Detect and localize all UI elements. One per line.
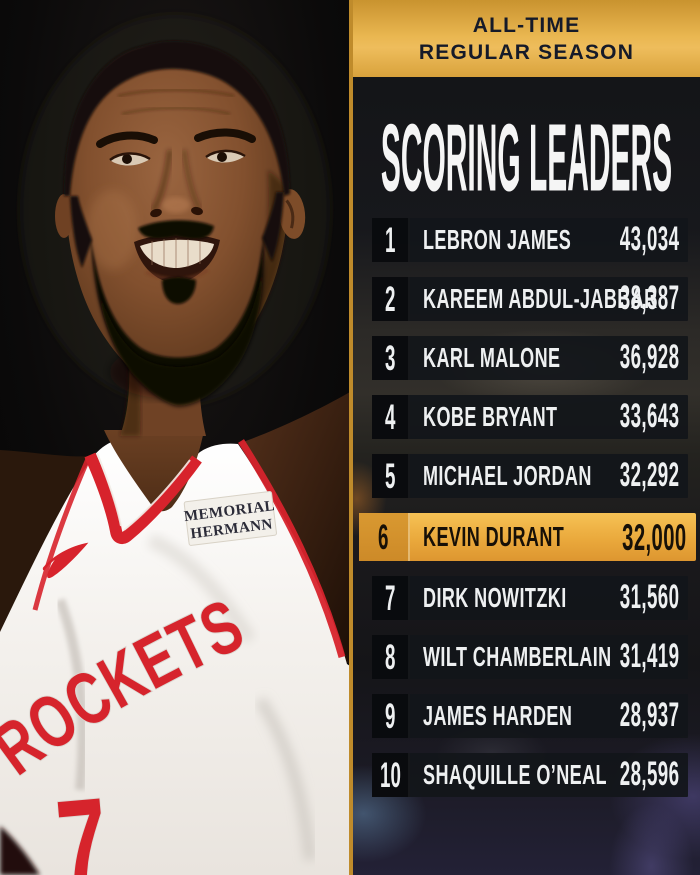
rank-badge: 8 bbox=[372, 635, 410, 679]
player-name: DIRK NOWITZKI bbox=[423, 580, 567, 613]
points-value: 28,596 bbox=[619, 755, 679, 794]
rank-badge: 4 bbox=[372, 395, 410, 439]
table-row: 9 JAMES HARDEN 28,937 bbox=[372, 694, 688, 738]
points-value: 28,937 bbox=[619, 696, 679, 735]
memorial-hermann-patch: MEMORIAL HERMANN bbox=[183, 491, 277, 546]
rank-badge: 7 bbox=[372, 576, 410, 620]
points-value: 43,034 bbox=[619, 220, 679, 259]
banner-line2: REGULAR SEASON bbox=[418, 40, 635, 64]
points-value: 32,292 bbox=[619, 456, 679, 495]
player-name: KEVIN DURANT bbox=[423, 519, 565, 552]
table-row: 6 KEVIN DURANT 32,000 bbox=[359, 513, 696, 561]
eyes bbox=[109, 149, 246, 166]
rank-badge: 5 bbox=[372, 454, 410, 498]
right-shoulder bbox=[240, 392, 350, 664]
player-name: JAMES HARDEN bbox=[423, 698, 573, 731]
table-row: 7 DIRK NOWITZKI 31,560 bbox=[372, 576, 688, 620]
mouth bbox=[134, 234, 220, 283]
title-text: SCORING LEADERS bbox=[381, 117, 672, 197]
table-row: 3 KARL MALONE 36,928 bbox=[372, 336, 688, 380]
table-row: 4 KOBE BRYANT 33,643 bbox=[372, 395, 688, 439]
player-photo: MEMORIAL HERMANN ROCKETS 7 bbox=[0, 0, 350, 875]
player-name: MICHAEL JORDAN bbox=[423, 458, 592, 491]
points-value: 33,643 bbox=[619, 397, 679, 436]
table-row: 2 KAREEM ABDUL-JABBAR 38,387 bbox=[372, 277, 688, 321]
rank-badge: 6 bbox=[359, 513, 410, 561]
table-row: 1 LEBRON JAMES 43,034 bbox=[372, 218, 688, 262]
points-value: 31,419 bbox=[619, 637, 679, 676]
rank-badge: 1 bbox=[372, 218, 410, 262]
rank-badge: 10 bbox=[372, 753, 410, 797]
player-name: KAREEM ABDUL-JABBAR bbox=[423, 281, 658, 314]
hair bbox=[63, 40, 290, 197]
points-value: 36,928 bbox=[619, 338, 679, 377]
rank-badge: 3 bbox=[372, 336, 410, 380]
player-name: WILT CHAMBERLAIN bbox=[423, 639, 612, 672]
face bbox=[55, 40, 306, 406]
beard bbox=[90, 220, 265, 406]
points-value: 31,560 bbox=[619, 578, 679, 617]
player-portrait: MEMORIAL HERMANN ROCKETS 7 bbox=[0, 0, 350, 875]
jersey: MEMORIAL HERMANN ROCKETS 7 bbox=[0, 430, 350, 875]
table-row: 5 MICHAEL JORDAN 32,292 bbox=[372, 454, 688, 498]
header-banner: ALL-TIME REGULAR SEASON bbox=[353, 0, 700, 77]
table-row: 10 SHAQUILLE O’NEAL 28,596 bbox=[372, 753, 688, 797]
points-value: 32,000 bbox=[622, 515, 687, 558]
leaderboard-panel: ALL-TIME REGULAR SEASON SCORING LEADERS … bbox=[349, 0, 700, 875]
points-value: 38,387 bbox=[619, 279, 679, 318]
nike-swoosh-icon bbox=[42, 542, 89, 579]
rank-badge: 2 bbox=[372, 277, 410, 321]
title-svg: SCORING LEADERS bbox=[381, 117, 672, 197]
leaderboard: 1 LEBRON JAMES 43,034 2 KAREEM ABDUL-JAB… bbox=[359, 218, 696, 797]
rank-badge: 9 bbox=[372, 694, 410, 738]
nose bbox=[150, 149, 203, 218]
collar-trim bbox=[84, 452, 202, 545]
player-name: KARL MALONE bbox=[423, 340, 561, 373]
page-title: SCORING LEADERS bbox=[353, 117, 700, 197]
banner-line1: ALL-TIME bbox=[472, 13, 581, 37]
player-name: SHAQUILLE O’NEAL bbox=[423, 757, 607, 790]
table-row: 8 WILT CHAMBERLAIN 31,419 bbox=[372, 635, 688, 679]
player-name: LEBRON JAMES bbox=[423, 222, 572, 255]
player-name: KOBE BRYANT bbox=[423, 399, 558, 432]
